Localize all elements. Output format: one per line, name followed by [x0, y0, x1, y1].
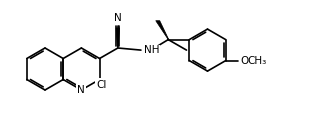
Text: O: O [240, 56, 248, 66]
Text: N: N [114, 13, 122, 23]
Text: NH: NH [144, 45, 159, 55]
Text: CH₃: CH₃ [247, 56, 267, 66]
Text: N: N [78, 85, 85, 95]
Text: Cl: Cl [96, 79, 107, 89]
Polygon shape [116, 28, 120, 48]
Polygon shape [156, 21, 168, 39]
